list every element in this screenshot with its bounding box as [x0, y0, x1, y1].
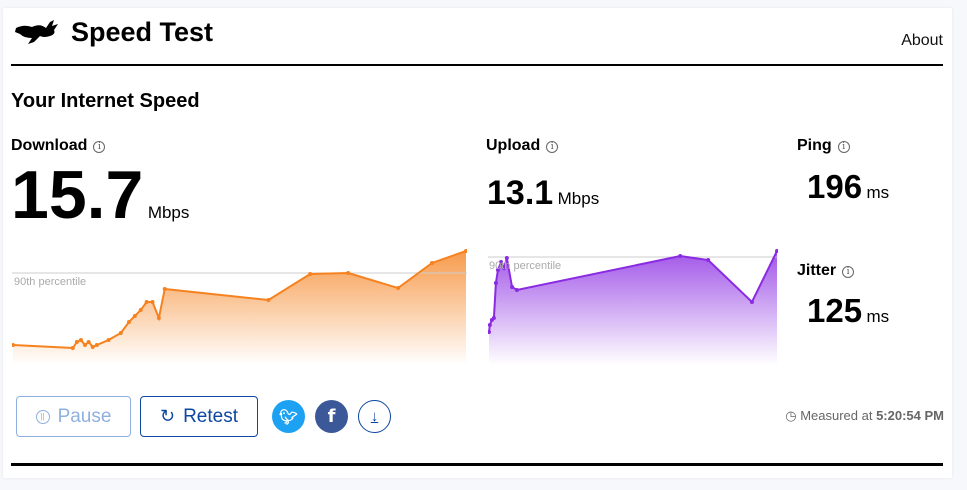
upload-label-text: Upload	[486, 137, 541, 154]
info-icon[interactable]: i	[546, 141, 559, 153]
ping-value: 196	[807, 168, 863, 205]
download-point	[118, 330, 123, 335]
download-point	[132, 313, 137, 318]
upload-point	[775, 249, 778, 253]
download-point	[86, 339, 91, 344]
measured-at: ◷ Measured at 5:20:54 PM	[785, 408, 944, 424]
upload-point	[749, 299, 754, 304]
running-rabbit-icon	[15, 20, 58, 44]
download-point	[78, 338, 83, 343]
upload-point	[491, 316, 496, 321]
download-unit: Mbps	[147, 203, 190, 222]
app-title: Speed Test	[71, 17, 214, 47]
download-point	[162, 286, 167, 291]
download-point	[12, 343, 15, 348]
download-value: 15.7	[11, 157, 144, 233]
pause-label: Pause	[57, 405, 112, 427]
download-icon: ↓	[370, 408, 379, 425]
jitter-value: 125	[807, 292, 863, 329]
download-point	[430, 260, 435, 265]
download-point	[396, 286, 401, 291]
download-value-group: 15.7 Mbps	[11, 156, 189, 234]
jitter-label: Jitter i	[797, 262, 855, 280]
pause-icon: ||	[35, 409, 50, 424]
clock-icon: ◷	[785, 408, 797, 423]
download-point	[308, 272, 313, 277]
download-point	[94, 343, 99, 348]
upload-point	[678, 254, 683, 259]
upload-value-group: 13.1 Mbps	[487, 174, 599, 213]
upload-chart	[488, 249, 778, 365]
jitter-label-text: Jitter	[797, 262, 837, 279]
download-point	[150, 299, 155, 304]
measured-time: 5:20:54 PM	[876, 408, 944, 423]
download-point	[126, 320, 131, 325]
header-divider	[11, 64, 943, 66]
upload-percentile-label: 90th percentile	[489, 260, 562, 272]
ping-value-group: 196 ms	[807, 168, 889, 206]
upload-point	[493, 281, 498, 286]
download-point	[70, 346, 75, 351]
upload-point	[495, 267, 500, 272]
refresh-icon: ↻	[159, 406, 176, 426]
facebook-icon: f	[327, 406, 336, 427]
retest-label: Retest	[183, 405, 238, 427]
upload-point	[514, 287, 519, 292]
upload-point	[706, 258, 711, 263]
download-point	[106, 338, 111, 343]
upload-point	[488, 322, 492, 327]
section-title: Your Internet Speed	[11, 90, 200, 112]
download-point	[74, 339, 79, 344]
download-point	[346, 271, 351, 276]
jitter-value-group: 125 ms	[807, 292, 889, 330]
download-point	[144, 299, 149, 304]
upload-point	[510, 285, 515, 290]
upload-label: Upload i	[486, 137, 559, 155]
download-chart	[12, 249, 467, 365]
download-point	[83, 343, 88, 348]
ping-label-text: Ping	[797, 137, 832, 154]
upload-point	[488, 330, 491, 335]
twitter-share-button[interactable]: 🐦︎	[272, 400, 305, 433]
jitter-unit: ms	[866, 307, 890, 326]
upload-point	[501, 265, 506, 270]
download-area	[13, 251, 466, 365]
info-icon[interactable]: i	[842, 266, 855, 278]
download-point	[266, 298, 271, 303]
ping-label: Ping i	[797, 137, 850, 155]
download-results-button[interactable]: ↓	[358, 400, 391, 433]
download-point	[90, 344, 95, 349]
upload-point	[504, 256, 509, 261]
about-link[interactable]: About	[901, 32, 943, 49]
twitter-icon: 🐦︎	[278, 408, 299, 426]
download-percentile-label: 90th percentile	[14, 276, 87, 288]
upload-point	[499, 260, 504, 265]
retest-button[interactable]: ↻ Retest	[140, 396, 258, 437]
ping-unit: ms	[866, 183, 890, 202]
upload-area	[489, 251, 777, 365]
download-point	[464, 249, 467, 253]
measured-prefix: Measured at	[800, 408, 873, 423]
upload-value: 13.1	[487, 174, 554, 212]
download-label: Download i	[11, 137, 106, 155]
footer-divider	[11, 463, 943, 466]
upload-unit: Mbps	[557, 189, 600, 208]
facebook-share-button[interactable]: f	[315, 400, 348, 433]
download-point	[156, 316, 161, 321]
info-icon[interactable]: i	[93, 141, 106, 153]
download-point	[138, 308, 143, 313]
pause-button[interactable]: || Pause	[16, 396, 131, 437]
info-icon[interactable]: i	[837, 141, 850, 153]
download-label-text: Download	[11, 137, 88, 154]
